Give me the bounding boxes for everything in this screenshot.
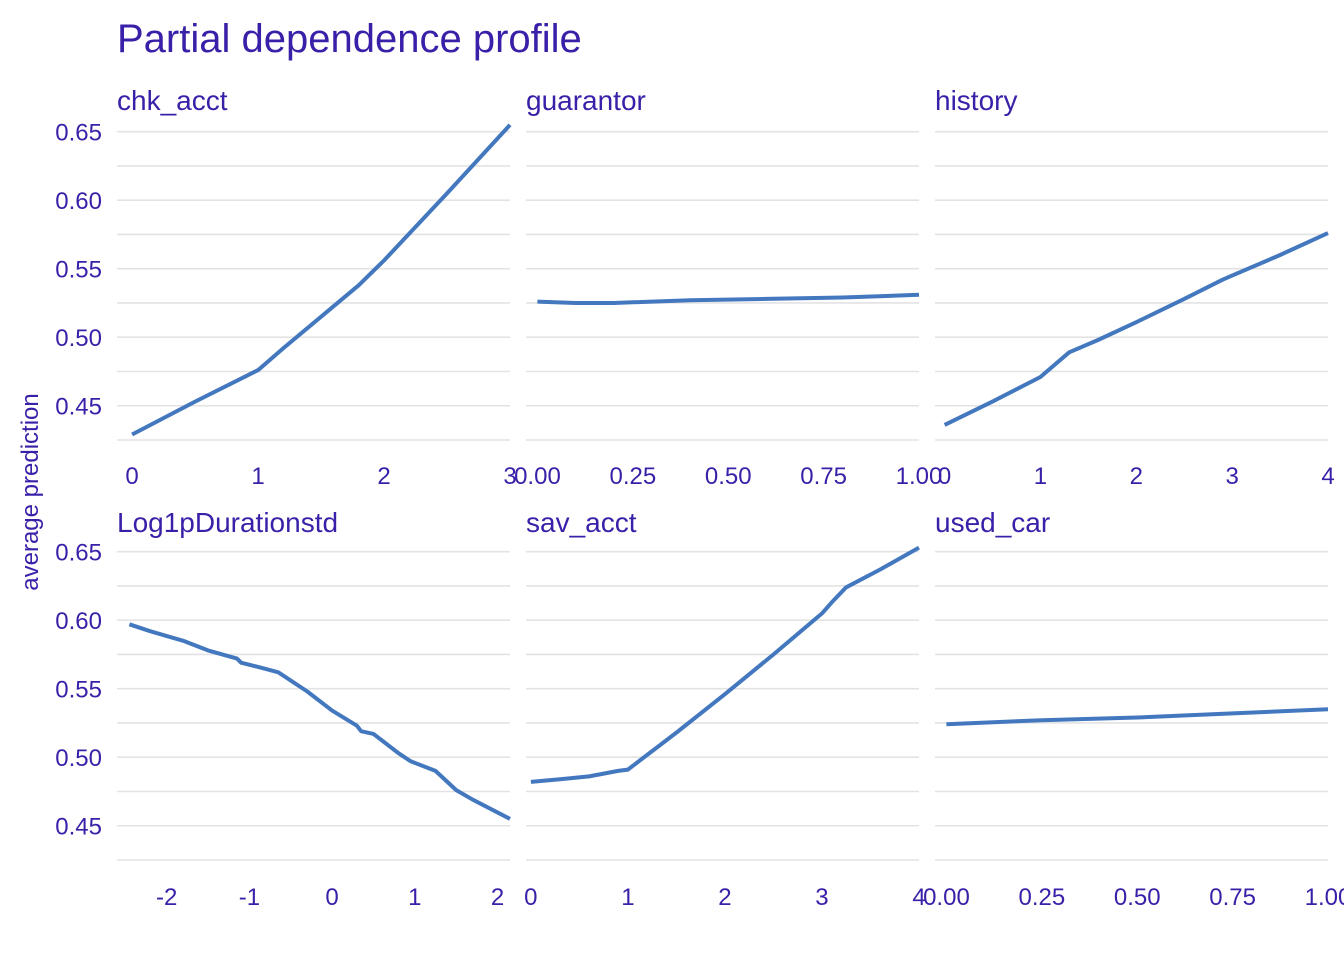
x-tick-label: 1 xyxy=(1034,463,1047,490)
profile-line xyxy=(128,622,511,821)
x-tick-label: 4 xyxy=(1321,463,1334,490)
x-tick-label: 2 xyxy=(491,884,504,911)
x-tick-label: 0.25 xyxy=(609,463,656,490)
x-tick-label: 0.00 xyxy=(514,463,561,490)
x-tick-label: 2 xyxy=(377,463,390,490)
panel-strip-label: chk_acct xyxy=(117,85,228,116)
x-tick-label: 0.75 xyxy=(800,463,847,490)
x-tick-label: -1 xyxy=(239,884,260,911)
x-tick-label: 2 xyxy=(1130,463,1143,490)
facet-panel-3: Log1pDurationstd 0.45 0.50 0.55 0.60 0.65 -2 -1… xyxy=(55,507,511,911)
facet-panel-5: used_car 0.00 0.25 0.50 0.75 1.00 xyxy=(923,507,1344,911)
facet-panel-1: guarantor 0.00 0.25 0.50 0.75 1.00 xyxy=(514,85,942,490)
x-tick-label: 1 xyxy=(408,884,421,911)
x-tick-label: 0.00 xyxy=(923,884,970,911)
x-tick-label: 0 xyxy=(125,463,138,490)
y-tick-label: 0.65 xyxy=(55,540,102,567)
x-tick-label: 3 xyxy=(1225,463,1238,490)
x-tick-label: 0.25 xyxy=(1018,884,1065,911)
y-tick-label: 0.50 xyxy=(55,325,102,352)
y-tick-label: 0.65 xyxy=(55,120,102,147)
y-tick-label: 0.55 xyxy=(55,257,102,284)
panel-strip-label: used_car xyxy=(935,507,1050,538)
y-tick-label: 0.60 xyxy=(55,608,102,635)
facet-panel-2: history 0 1 2 3 4 xyxy=(935,85,1335,490)
x-tick-label: 4 xyxy=(912,884,925,911)
facet-panel-4: sav_acct 0 1 2 3 4 xyxy=(524,507,926,911)
x-tick-label: 3 xyxy=(815,884,828,911)
y-tick-label: 0.60 xyxy=(55,188,102,215)
panel-strip-label: Log1pDurationstd xyxy=(117,507,338,538)
panel-strip-label: guarantor xyxy=(526,85,646,116)
y-axis-label: average prediction xyxy=(17,393,44,590)
profile-line xyxy=(530,545,920,784)
x-tick-label: 1 xyxy=(251,463,264,490)
x-tick-label: 0 xyxy=(938,463,951,490)
panel-strip-label: sav_acct xyxy=(526,507,637,538)
profile-line xyxy=(537,292,920,305)
profile-line xyxy=(946,707,1329,727)
x-tick-label: -2 xyxy=(156,884,177,911)
y-tick-label: 0.45 xyxy=(55,394,102,421)
x-tick-label: 0.50 xyxy=(1114,884,1161,911)
x-tick-label: 0.75 xyxy=(1209,884,1256,911)
y-tick-label: 0.45 xyxy=(55,814,102,841)
x-tick-label: 1 xyxy=(621,884,634,911)
y-tick-label: 0.55 xyxy=(55,677,102,704)
profile-line xyxy=(943,231,1329,427)
chart-title: Partial dependence profile xyxy=(117,17,582,61)
x-tick-label: 3 xyxy=(503,463,516,490)
x-tick-label: 2 xyxy=(718,884,731,911)
y-tick-label: 0.50 xyxy=(55,745,102,772)
x-tick-label: 1.00 xyxy=(1305,884,1344,911)
x-tick-label: 0.50 xyxy=(705,463,752,490)
panel-strip-label: history xyxy=(935,85,1017,116)
x-tick-label: 1.00 xyxy=(896,463,943,490)
facet-panel-0: chk_acct 0.45 0.50 0.55 0.60 0.65 0 1 2 3 xyxy=(55,85,516,490)
profile-line xyxy=(131,123,512,437)
x-tick-label: 0 xyxy=(325,884,338,911)
x-tick-label: 0 xyxy=(524,884,537,911)
